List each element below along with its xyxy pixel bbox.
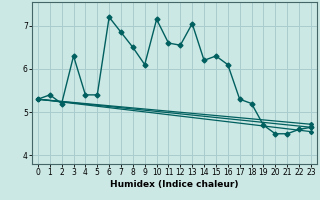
X-axis label: Humidex (Indice chaleur): Humidex (Indice chaleur) xyxy=(110,180,239,189)
